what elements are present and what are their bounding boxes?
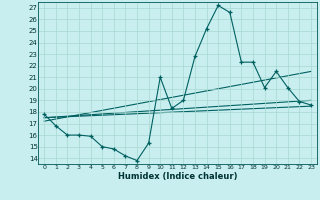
X-axis label: Humidex (Indice chaleur): Humidex (Indice chaleur) [118,172,237,181]
